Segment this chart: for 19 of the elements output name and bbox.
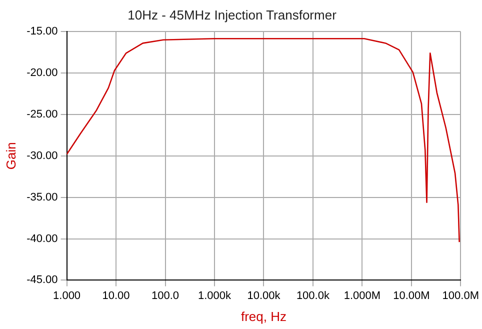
x-tick-label: 10.00: [102, 290, 130, 302]
y-tick-label: -30.00: [26, 150, 58, 162]
x-tick-label: 1.000: [53, 290, 81, 302]
y-axis-title: Gain: [3, 142, 18, 170]
y-tick-label: -40.00: [26, 232, 58, 245]
x-axis-title: freq, Hz: [240, 308, 286, 324]
y-tick-label: -20.00: [26, 67, 58, 80]
chart-title: 10Hz - 45MHz Injection Transformer: [128, 7, 338, 22]
x-tick-label: 1.000k: [198, 290, 232, 302]
y-tick-label: -25.00: [26, 108, 58, 120]
x-tick-label: 10.00M: [393, 290, 430, 302]
x-tick-label: 100.0: [151, 290, 180, 302]
x-tick-label: 10.00k: [247, 290, 281, 302]
x-tick-label: 100.0M: [442, 290, 480, 302]
x-tick-label: 100.0k: [296, 290, 330, 302]
x-tick-label: 1.000M: [344, 290, 381, 302]
y-tick-label: -15.00: [26, 26, 58, 38]
y-tick-label: -45.00: [26, 274, 58, 286]
y-tick-label: -35.00: [26, 191, 58, 204]
